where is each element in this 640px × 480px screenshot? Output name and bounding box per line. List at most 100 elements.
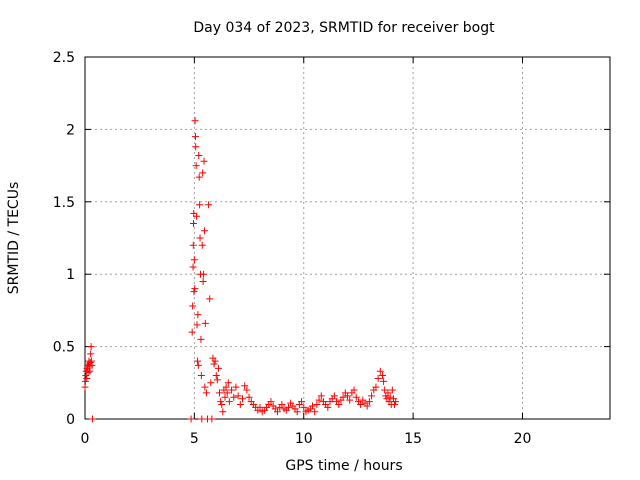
- grid-layer: [85, 57, 610, 419]
- data-point: [191, 117, 199, 125]
- data-point: [284, 403, 292, 411]
- data-point: [197, 372, 205, 380]
- data-point: [386, 393, 394, 401]
- data-point: [193, 357, 201, 365]
- data-point: [309, 402, 316, 410]
- data-point: [192, 143, 200, 151]
- data-point: [83, 374, 91, 382]
- data-point: [298, 398, 306, 406]
- data-point: [210, 360, 218, 368]
- data-point: [190, 288, 198, 296]
- data-point: [188, 328, 196, 336]
- data-point: [189, 263, 197, 271]
- data-point: [230, 393, 238, 401]
- data-point: [236, 401, 244, 409]
- data-point: [317, 392, 325, 400]
- tick-layer: 0 5 10 15 20 0 0.5 1 1.5 2 2.5: [53, 50, 610, 447]
- x-tick-label: 0: [81, 431, 90, 447]
- data-point: [190, 256, 198, 264]
- data-point: [197, 335, 205, 343]
- chart-title: Day 034 of 2023, SRMTID for receiver bog…: [193, 20, 495, 36]
- data-point: [196, 234, 204, 242]
- data-point: [384, 389, 392, 397]
- data-point: [239, 395, 246, 403]
- data-point: [311, 408, 319, 416]
- data-point: [195, 151, 203, 159]
- y-tick-label: 1.5: [53, 195, 75, 211]
- data-point: [193, 321, 201, 329]
- data-point: [192, 162, 200, 170]
- y-tick-label: 0: [66, 412, 75, 428]
- data-point: [278, 401, 286, 409]
- data-point: [191, 285, 199, 293]
- data-point: [339, 393, 347, 401]
- data-point: [200, 157, 208, 165]
- data-point: [357, 401, 365, 409]
- data-point: [201, 383, 209, 391]
- data-point: [195, 173, 203, 181]
- data-point: [207, 379, 215, 387]
- data-point: [189, 302, 197, 310]
- data-point: [315, 396, 323, 404]
- data-point: [219, 408, 227, 416]
- data-point: [372, 383, 380, 391]
- data-point: [243, 386, 251, 394]
- data-point: [223, 389, 231, 397]
- x-tick-label: 10: [295, 431, 313, 447]
- data-point: [199, 277, 207, 285]
- data-point: [218, 401, 226, 409]
- data-point: [232, 383, 240, 391]
- data-point: [196, 201, 204, 209]
- data-point: [88, 361, 96, 369]
- data-point: [379, 372, 386, 380]
- y-tick-label: 2: [66, 122, 75, 138]
- data-point: [388, 386, 396, 394]
- data-point: [88, 415, 96, 423]
- data-point: [335, 401, 343, 409]
- data-point: [245, 393, 253, 401]
- plot-frame: [84, 56, 611, 420]
- data-point: [198, 241, 206, 249]
- data-point: [205, 201, 213, 209]
- x-axis-label: GPS time / hours: [285, 458, 402, 474]
- data-point: [214, 364, 222, 372]
- data-point: [293, 408, 301, 416]
- data-point: [391, 401, 399, 409]
- y-tick-label: 2.5: [53, 50, 75, 66]
- data-point: [350, 386, 358, 394]
- data-point: [194, 361, 202, 369]
- y-tick-label: 1: [66, 267, 75, 283]
- data-point: [86, 359, 94, 367]
- data-point: [241, 382, 249, 390]
- data-point: [381, 386, 389, 394]
- data-point: [199, 169, 207, 177]
- data-point: [224, 379, 232, 387]
- x-tick-label: 5: [190, 431, 199, 447]
- data-point: [216, 389, 224, 397]
- data-point: [222, 383, 230, 391]
- data-point: [201, 319, 209, 327]
- data-point: [213, 376, 221, 384]
- data-point: [200, 270, 208, 278]
- data-point: [212, 372, 220, 380]
- x-tick-label: 15: [404, 431, 422, 447]
- x-tick-label: 20: [514, 431, 532, 447]
- data-point: [300, 403, 308, 411]
- data-point: [313, 401, 321, 409]
- data-point: [376, 367, 384, 375]
- data-point: [202, 389, 210, 397]
- data-point: [352, 393, 360, 401]
- data-point: [324, 403, 332, 411]
- data-point: [84, 369, 92, 377]
- data-point: [267, 398, 275, 406]
- data-point: [365, 398, 373, 406]
- data-point: [194, 311, 202, 319]
- data-point: [191, 133, 199, 141]
- y-tick-label: 0.5: [53, 340, 75, 356]
- data-point: [190, 220, 197, 228]
- data-point: [234, 392, 242, 400]
- data-point: [200, 227, 208, 235]
- data-point: [187, 415, 195, 423]
